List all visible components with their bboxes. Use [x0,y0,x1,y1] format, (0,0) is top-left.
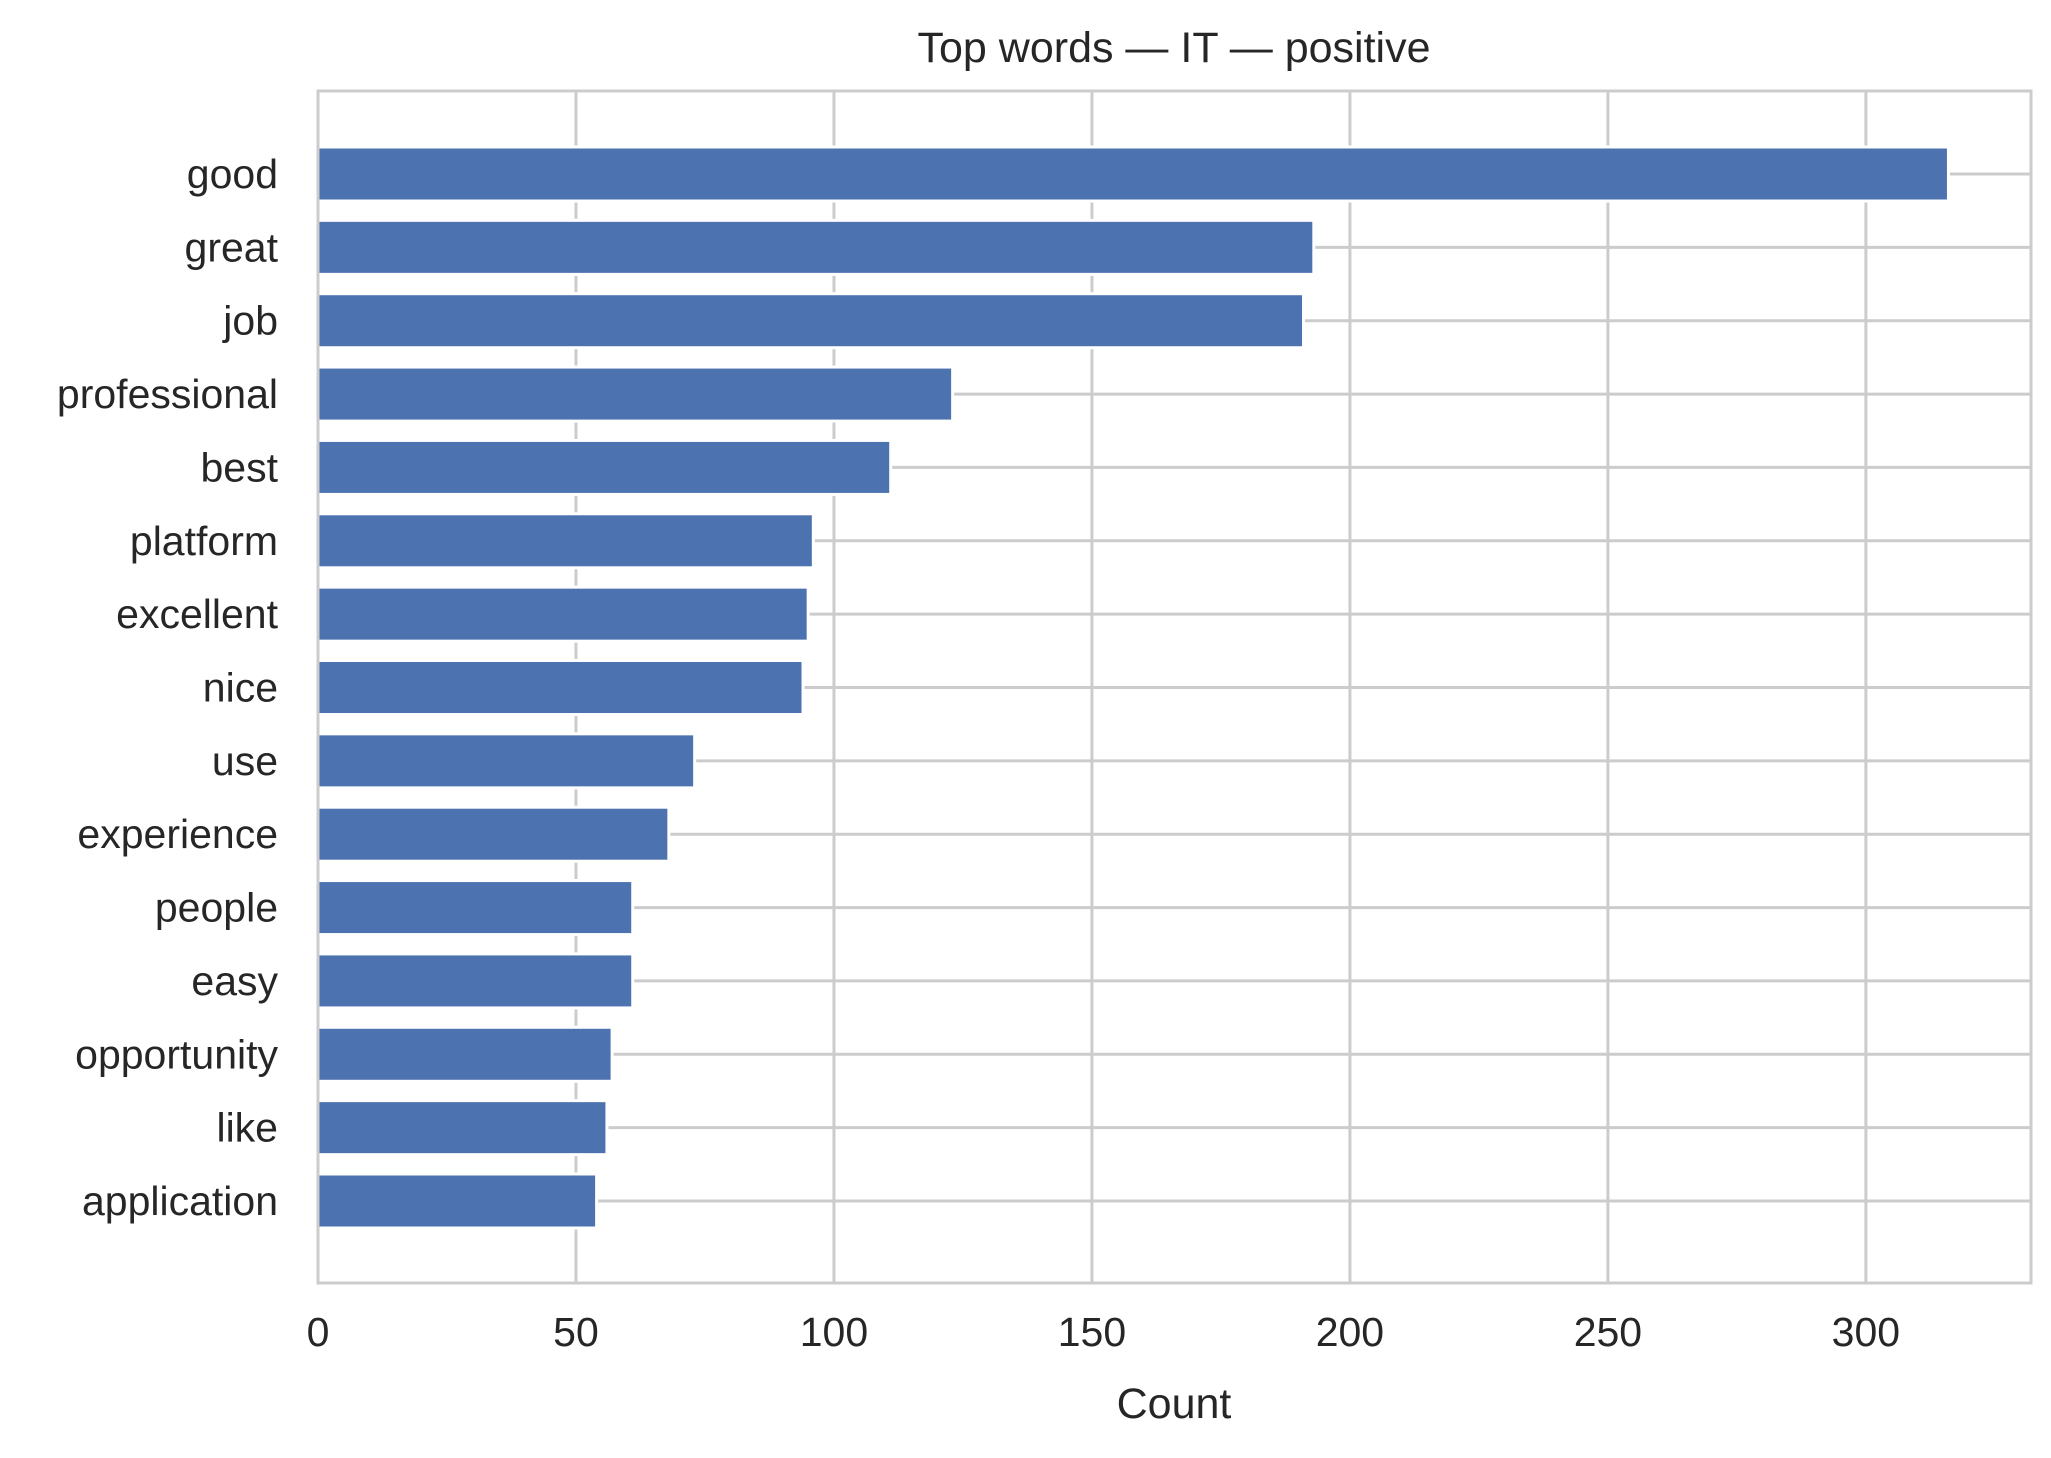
x-tick-label: 200 [1316,1309,1384,1355]
bar-like [316,1099,609,1157]
bar-great [316,218,1316,276]
y-tick-label: job [222,298,278,344]
x-tick-label: 100 [800,1309,868,1355]
y-tick-label: platform [130,518,278,564]
bar-professional [316,365,955,423]
bar-best [316,438,893,496]
chart-title: Top words — IT — positive [918,24,1431,72]
y-tick-label: best [201,444,279,490]
x-tick-label: 300 [1832,1309,1900,1355]
y-tick-label: experience [77,811,278,857]
bar-experience [316,805,671,863]
bar-good [316,145,1950,203]
y-tick-label: application [82,1178,278,1224]
bar-opportunity [316,1025,614,1083]
y-tick-label: good [187,151,278,197]
y-tick-label: great [185,224,279,270]
x-tick-label: 0 [307,1309,330,1355]
bar-nice [316,659,805,716]
bar-job [316,292,1305,350]
bars [316,145,1950,1230]
plot-frame [316,89,2033,1285]
x-tick-label: 150 [1058,1309,1126,1355]
y-tick-labels: good great job professional best platform exce… [57,151,279,1224]
x-tick-label: 50 [553,1309,599,1355]
y-tick-label: opportunity [75,1031,278,1077]
bar-people [316,879,635,937]
x-tick-labels: 0 50 100 150 200 250 300 [307,1309,1901,1355]
y-tick-label: use [212,738,278,784]
bar-platform [316,512,815,570]
x-axis-label: Count [1117,1380,1232,1428]
bar-application [316,1172,599,1230]
y-tick-label: professional [57,371,278,417]
x-tick-label: 250 [1574,1309,1642,1355]
y-tick-label: easy [191,958,278,1004]
y-tick-label: nice [203,665,278,711]
bar-easy [316,952,635,1010]
y-tick-label: like [216,1105,278,1151]
y-tick-label: people [155,885,278,931]
bar-use [316,732,697,790]
bar-excellent [316,585,810,643]
y-tick-label: excellent [116,591,278,637]
